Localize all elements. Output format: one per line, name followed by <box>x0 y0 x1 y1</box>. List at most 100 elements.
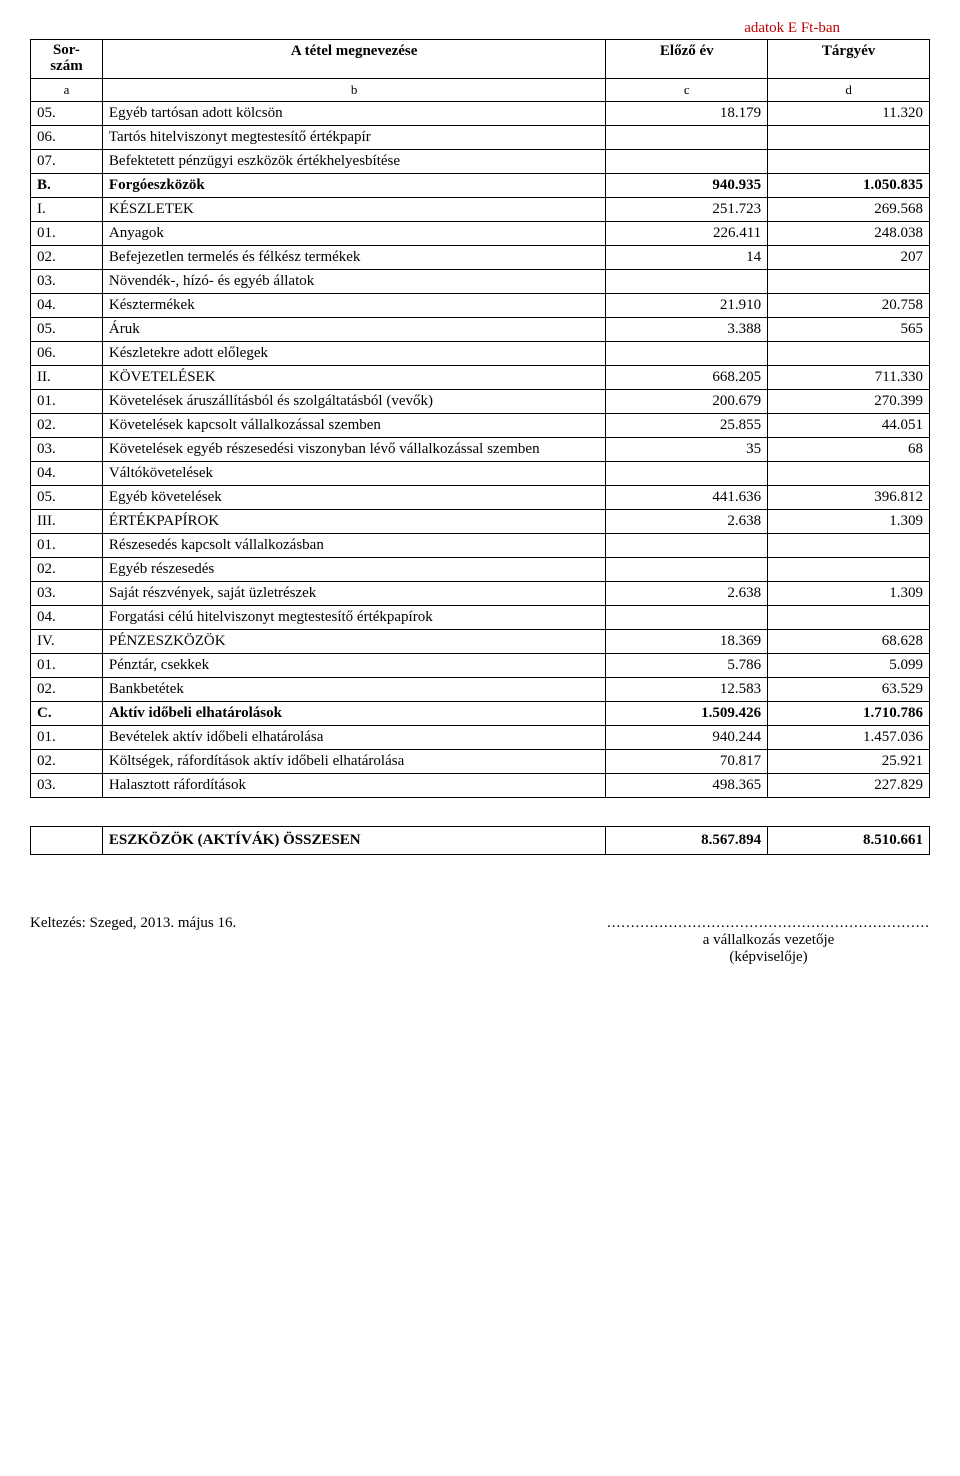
signature-title: a vállalkozás vezetője <box>607 932 930 949</box>
table-row: 01.Részesedés kapcsolt vállalkozásban <box>31 533 930 557</box>
table-row: 01.Követelések áruszállításból és szolgá… <box>31 389 930 413</box>
row-num: 04. <box>31 461 103 485</box>
row-num: 01. <box>31 221 103 245</box>
table-row: 03.Halasztott ráfordítások498.365227.829 <box>31 773 930 797</box>
table-header-row: Sor-szám A tétel megnevezése Előző év Tá… <box>31 40 930 79</box>
row-curr: 1.050.835 <box>768 173 930 197</box>
row-curr: 68.628 <box>768 629 930 653</box>
row-prev <box>606 533 768 557</box>
row-prev: 668.205 <box>606 365 768 389</box>
row-prev: 21.910 <box>606 293 768 317</box>
row-title: Követelések áruszállításból és szolgálta… <box>102 389 605 413</box>
row-curr: 227.829 <box>768 773 930 797</box>
row-prev: 2.638 <box>606 509 768 533</box>
signature-line: ........................................… <box>607 915 930 932</box>
row-curr: 44.051 <box>768 413 930 437</box>
row-curr <box>768 605 930 629</box>
row-curr: 63.529 <box>768 677 930 701</box>
table-row: IV.PÉNZESZKÖZÖK18.36968.628 <box>31 629 930 653</box>
row-title: Saját részvények, saját üzletrészek <box>102 581 605 605</box>
row-prev: 3.388 <box>606 317 768 341</box>
row-num: 01. <box>31 389 103 413</box>
row-num: 02. <box>31 557 103 581</box>
row-title: Váltókövetelések <box>102 461 605 485</box>
subheader-c: c <box>606 78 768 101</box>
row-num: 04. <box>31 293 103 317</box>
row-prev: 940.935 <box>606 173 768 197</box>
subheader-a: a <box>31 78 103 101</box>
row-title: Tartós hitelviszonyt megtestesítő értékp… <box>102 125 605 149</box>
row-title: Részesedés kapcsolt vállalkozásban <box>102 533 605 557</box>
row-num: 01. <box>31 653 103 677</box>
row-title: Pénztár, csekkek <box>102 653 605 677</box>
row-num: C. <box>31 701 103 725</box>
row-title: KÖVETELÉSEK <box>102 365 605 389</box>
total-curr: 8.510.661 <box>768 826 930 854</box>
row-title: Befejezetlen termelés és félkész terméke… <box>102 245 605 269</box>
row-curr <box>768 269 930 293</box>
row-prev <box>606 125 768 149</box>
row-curr: 25.921 <box>768 749 930 773</box>
row-num: 05. <box>31 317 103 341</box>
table-row: 02.Költségek, ráfordítások aktív időbeli… <box>31 749 930 773</box>
table-row: 04.Forgatási célú hitelviszonyt megteste… <box>31 605 930 629</box>
row-title: Növendék-, hízó- és egyéb állatok <box>102 269 605 293</box>
total-row: ESZKÖZÖK (AKTÍVÁK) ÖSSZESEN 8.567.894 8.… <box>31 826 930 854</box>
total-label: ESZKÖZÖK (AKTÍVÁK) ÖSSZESEN <box>102 826 605 854</box>
table-row: 03.Saját részvények, saját üzletrészek2.… <box>31 581 930 605</box>
table-row: 02.Követelések kapcsolt vállalkozással s… <box>31 413 930 437</box>
header-sorszam: Sor-szám <box>31 40 103 79</box>
unit-label: adatok E Ft-ban <box>30 20 930 37</box>
row-prev: 226.411 <box>606 221 768 245</box>
row-num: 06. <box>31 125 103 149</box>
table-row: 01.Bevételek aktív időbeli elhatárolása9… <box>31 725 930 749</box>
row-prev: 200.679 <box>606 389 768 413</box>
total-blank <box>31 826 103 854</box>
row-num: 03. <box>31 581 103 605</box>
row-title: Befektetett pénzügyi eszközök értékhelye… <box>102 149 605 173</box>
row-curr <box>768 149 930 173</box>
total-prev: 8.567.894 <box>606 826 768 854</box>
row-title: Költségek, ráfordítások aktív időbeli el… <box>102 749 605 773</box>
row-num: 06. <box>31 341 103 365</box>
table-row: C.Aktív időbeli elhatárolások1.509.4261.… <box>31 701 930 725</box>
row-title: Anyagok <box>102 221 605 245</box>
row-title: ÉRTÉKPAPÍROK <box>102 509 605 533</box>
table-row: 01.Pénztár, csekkek5.7865.099 <box>31 653 930 677</box>
row-title: Áruk <box>102 317 605 341</box>
row-num: 05. <box>31 101 103 125</box>
subheader-d: d <box>768 78 930 101</box>
row-curr: 1.710.786 <box>768 701 930 725</box>
table-row: 05.Egyéb követelések441.636396.812 <box>31 485 930 509</box>
signature-subtitle: (képviselője) <box>607 949 930 966</box>
table-row: 06.Készletekre adott előlegek <box>31 341 930 365</box>
table-row: I.KÉSZLETEK251.723269.568 <box>31 197 930 221</box>
row-num: 05. <box>31 485 103 509</box>
footer: Keltezés: Szeged, 2013. május 16. ......… <box>30 915 930 966</box>
row-num: 03. <box>31 269 103 293</box>
row-curr: 1.309 <box>768 581 930 605</box>
row-prev: 441.636 <box>606 485 768 509</box>
row-num: II. <box>31 365 103 389</box>
row-num: 03. <box>31 773 103 797</box>
table-row: 03.Növendék-, hízó- és egyéb állatok <box>31 269 930 293</box>
row-prev <box>606 269 768 293</box>
row-prev: 498.365 <box>606 773 768 797</box>
row-curr <box>768 461 930 485</box>
row-curr: 68 <box>768 437 930 461</box>
row-curr: 396.812 <box>768 485 930 509</box>
row-num: IV. <box>31 629 103 653</box>
row-prev: 12.583 <box>606 677 768 701</box>
row-num: 04. <box>31 605 103 629</box>
row-title: Forgatási célú hitelviszonyt megtestesít… <box>102 605 605 629</box>
row-title: Forgóeszközök <box>102 173 605 197</box>
row-num: 01. <box>31 533 103 557</box>
table-row: 06.Tartós hitelviszonyt megtestesítő ért… <box>31 125 930 149</box>
row-num: III. <box>31 509 103 533</box>
row-prev: 14 <box>606 245 768 269</box>
row-prev: 18.369 <box>606 629 768 653</box>
row-curr: 269.568 <box>768 197 930 221</box>
row-prev <box>606 149 768 173</box>
total-table: ESZKÖZÖK (AKTÍVÁK) ÖSSZESEN 8.567.894 8.… <box>30 826 930 855</box>
row-prev <box>606 461 768 485</box>
